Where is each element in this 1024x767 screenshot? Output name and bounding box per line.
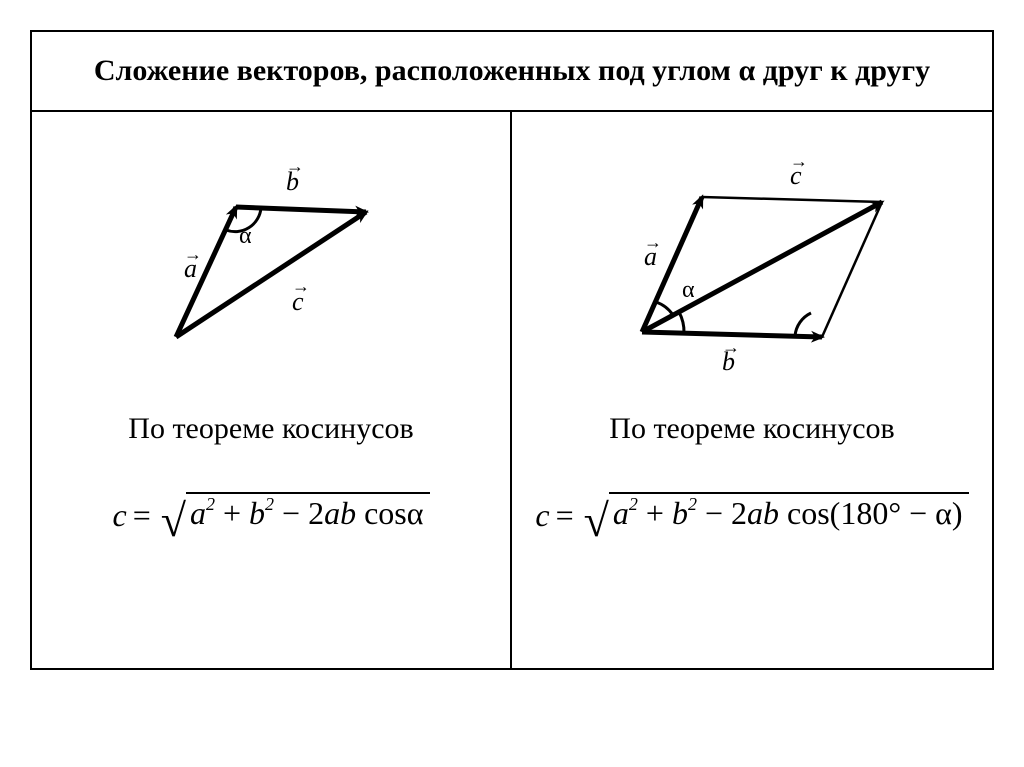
formula-lhs: c: [535, 497, 549, 534]
caption-right: По теореме косинусов: [512, 412, 992, 446]
term-ab: ab: [747, 495, 779, 531]
alpha: α: [407, 495, 424, 531]
op-minus-2: − 2: [705, 495, 747, 531]
svg-text:α: α: [239, 223, 252, 249]
svg-text:α: α: [682, 277, 695, 303]
term-ab: ab: [324, 495, 356, 531]
content-frame: Сложение векторов, расположенных под угл…: [30, 30, 994, 670]
title-row: Сложение векторов, расположенных под угл…: [32, 32, 992, 112]
panel-triangle-method: a → b → c → α По теореме косинусов c = √: [32, 112, 512, 668]
formula-lhs: c: [112, 497, 126, 534]
svg-text:→: →: [184, 244, 202, 264]
page: Сложение векторов, расположенных под угл…: [0, 0, 1024, 767]
caption-left: По теореме косинусов: [32, 412, 510, 446]
radicand: a2 + b2 − 2ab cos(180° − α): [609, 492, 969, 531]
cos-label: cos: [356, 495, 407, 531]
svg-text:→: →: [644, 232, 662, 252]
diagram-triangle: a → b → c → α: [32, 112, 510, 382]
radicand: a2 + b2 − 2ab cosα: [186, 492, 430, 531]
op-plus: +: [223, 495, 249, 531]
term-b2: b2: [249, 495, 274, 531]
radical: √ a2 + b2 − 2ab cosα: [161, 496, 430, 535]
term-a2: a2: [190, 495, 215, 531]
panels: a → b → c → α По теореме косинусов c = √: [32, 112, 992, 668]
svg-text:→: →: [722, 337, 740, 357]
panel-parallelogram-method: a → b → c → α По теореме косинусов c = √: [512, 112, 992, 668]
equals-sign: =: [133, 497, 151, 534]
svg-text:→: →: [286, 156, 304, 176]
formula-right: c = √ a2 + b2 − 2ab cos(180° − α): [512, 496, 992, 535]
alpha: α: [935, 495, 952, 531]
page-title: Сложение векторов, расположенных под угл…: [94, 54, 930, 88]
equals-sign: =: [556, 497, 574, 534]
cos-label: cos(180° −: [779, 495, 935, 531]
sqrt-icon: √: [161, 505, 186, 537]
radical: √ a2 + b2 − 2ab cos(180° − α): [584, 496, 969, 535]
svg-text:→: →: [790, 151, 808, 171]
formula-left: c = √ a2 + b2 − 2ab cosα: [32, 496, 510, 535]
svg-text:→: →: [292, 276, 310, 296]
op-minus-2: − 2: [282, 495, 324, 531]
op-plus: +: [646, 495, 672, 531]
sqrt-icon: √: [584, 505, 609, 537]
term-a2: a2: [613, 495, 638, 531]
diagram-parallelogram: a → b → c → α: [512, 112, 992, 382]
term-b2: b2: [672, 495, 697, 531]
close-paren: ): [952, 495, 963, 531]
